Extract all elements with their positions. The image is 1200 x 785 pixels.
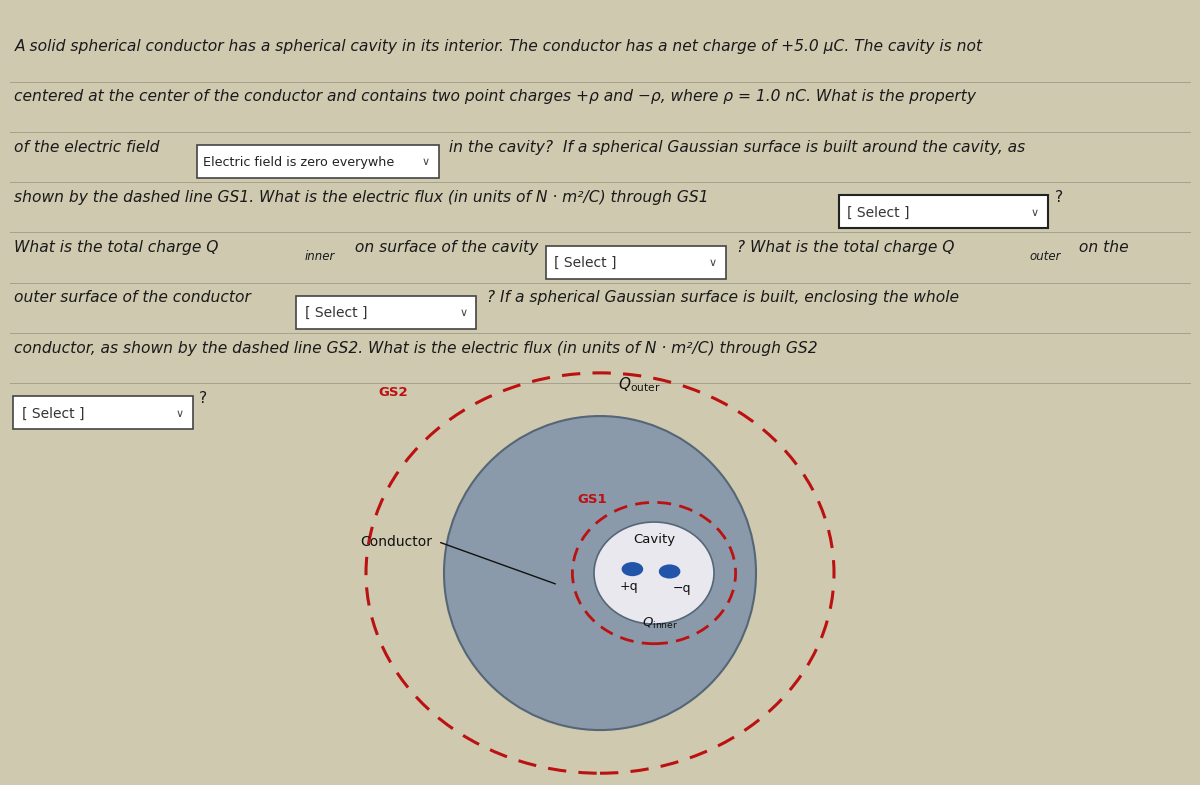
Text: A solid spherical conductor has a spherical cavity in its interior. The conducto: A solid spherical conductor has a spheri… [14,39,983,54]
Ellipse shape [594,522,714,624]
Text: in the cavity?  If a spherical Gaussian surface is built around the cavity, as: in the cavity? If a spherical Gaussian s… [444,140,1025,155]
Circle shape [622,562,643,576]
Text: $\mathit{Q}_\mathregular{outer}$: $\mathit{Q}_\mathregular{outer}$ [618,375,660,394]
Text: [ Select ]: [ Select ] [554,256,617,270]
Text: Conductor: Conductor [360,535,432,549]
Text: outer surface of the conductor: outer surface of the conductor [14,290,251,305]
Text: [ Select ]: [ Select ] [22,407,84,421]
Text: [ Select ]: [ Select ] [847,206,910,220]
Text: −q: −q [672,582,691,596]
Text: What is the total charge Q: What is the total charge Q [14,240,218,255]
Ellipse shape [444,416,756,730]
Text: ∨: ∨ [709,258,716,268]
Text: ∨: ∨ [1031,208,1038,217]
FancyBboxPatch shape [546,246,726,279]
Text: [ Select ]: [ Select ] [305,306,367,320]
FancyBboxPatch shape [296,296,476,329]
Text: +q: +q [619,580,638,593]
Circle shape [659,564,680,579]
FancyBboxPatch shape [839,195,1048,228]
Text: inner: inner [305,250,335,264]
Text: ?: ? [1055,190,1063,205]
Text: ?: ? [199,391,208,406]
Text: Electric field is zero everywhe: Electric field is zero everywhe [203,156,394,169]
Text: on the: on the [1074,240,1129,255]
FancyBboxPatch shape [197,145,439,178]
Text: GS2: GS2 [378,386,408,399]
Text: ∨: ∨ [460,309,467,318]
Text: on surface of the cavity: on surface of the cavity [350,240,539,255]
Text: outer: outer [1030,250,1061,264]
Text: Cavity: Cavity [632,533,676,546]
Text: of the electric field: of the electric field [14,140,160,155]
Text: GS1: GS1 [577,493,607,506]
Text: ∨: ∨ [422,158,430,167]
Text: conductor, as shown by the dashed line GS2. What is the electric flux (in units : conductor, as shown by the dashed line G… [14,341,818,356]
Text: centered at the center of the conductor and contains two point charges +ρ and −ρ: centered at the center of the conductor … [14,89,977,104]
Text: ? What is the total charge Q: ? What is the total charge Q [732,240,954,255]
Text: ? If a spherical Gaussian surface is built, enclosing the whole: ? If a spherical Gaussian surface is bui… [482,290,960,305]
FancyBboxPatch shape [13,396,193,429]
Text: shown by the dashed line GS1. What is the electric flux (in units of N · m²/C) t: shown by the dashed line GS1. What is th… [14,190,709,205]
Text: $\mathit{Q}_\mathregular{inner}$: $\mathit{Q}_\mathregular{inner}$ [642,616,678,631]
Text: ∨: ∨ [176,409,184,418]
